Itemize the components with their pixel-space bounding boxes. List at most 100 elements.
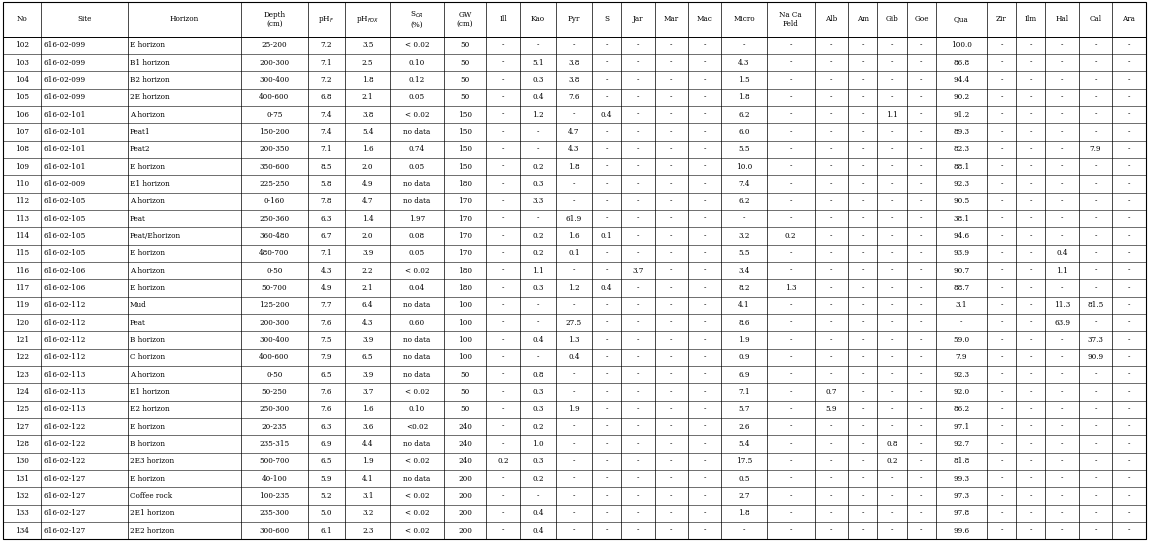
Text: -: - (502, 267, 504, 275)
Text: -: - (606, 197, 608, 205)
Text: -: - (1127, 423, 1131, 431)
Text: 97.8: 97.8 (954, 510, 970, 517)
Text: -: - (1094, 405, 1097, 413)
Text: -: - (862, 232, 864, 240)
Text: -: - (1061, 474, 1064, 483)
Text: 170: 170 (458, 249, 472, 258)
Text: 200-300: 200-300 (260, 319, 290, 327)
Text: 109: 109 (15, 163, 29, 170)
Text: 6.3: 6.3 (321, 423, 332, 431)
Text: 616-02-105: 616-02-105 (44, 249, 85, 258)
Text: -: - (862, 93, 864, 101)
Text: -: - (920, 301, 923, 309)
Text: -: - (670, 492, 672, 500)
Text: -: - (920, 146, 923, 153)
Text: -: - (606, 249, 608, 258)
Text: Mac: Mac (696, 15, 712, 23)
Text: 2.5: 2.5 (362, 58, 373, 67)
Text: 106: 106 (15, 110, 29, 118)
Text: 92.7: 92.7 (954, 440, 970, 448)
Text: 6.5: 6.5 (321, 371, 332, 379)
Text: 81.5: 81.5 (1087, 301, 1104, 309)
Text: -: - (606, 58, 608, 67)
Text: -: - (606, 319, 608, 327)
Text: Peat1: Peat1 (130, 128, 151, 136)
Text: 38.1: 38.1 (954, 215, 970, 223)
Text: Ilm: Ilm (1025, 15, 1036, 23)
Text: S: S (604, 15, 609, 23)
Text: no data: no data (403, 180, 431, 188)
Text: 5.4: 5.4 (362, 128, 373, 136)
Text: -: - (637, 492, 639, 500)
Text: 92.0: 92.0 (954, 388, 970, 396)
Text: -: - (1127, 76, 1131, 84)
Text: 4.1: 4.1 (362, 474, 373, 483)
Text: 0.2: 0.2 (532, 474, 543, 483)
Text: -: - (670, 180, 672, 188)
Text: 110: 110 (15, 180, 29, 188)
Text: -: - (1030, 492, 1032, 500)
Text: A horizon: A horizon (130, 371, 164, 379)
Text: 400-600: 400-600 (260, 93, 290, 101)
Text: -: - (1061, 146, 1064, 153)
Text: -: - (890, 232, 893, 240)
Text: -: - (1001, 93, 1003, 101)
Text: -: - (920, 353, 923, 361)
Text: -: - (1061, 163, 1064, 170)
Text: -: - (1127, 457, 1131, 465)
Text: 350-600: 350-600 (260, 163, 290, 170)
Text: -: - (637, 423, 639, 431)
Text: < 0.02: < 0.02 (404, 388, 430, 396)
Text: -: - (1094, 474, 1097, 483)
Text: 7.6: 7.6 (321, 388, 332, 396)
Text: -: - (920, 93, 923, 101)
Text: 100: 100 (458, 353, 472, 361)
Text: -: - (703, 197, 705, 205)
Text: 7.6: 7.6 (321, 405, 332, 413)
Text: -: - (703, 336, 705, 344)
Text: -: - (502, 215, 504, 223)
Text: -: - (789, 41, 792, 49)
Text: 112: 112 (15, 197, 29, 205)
Text: -: - (742, 215, 746, 223)
Text: -: - (1061, 440, 1064, 448)
Text: 1.8: 1.8 (738, 510, 750, 517)
Text: 0.05: 0.05 (409, 249, 425, 258)
Text: 616-02-009: 616-02-009 (44, 180, 85, 188)
Text: 0-160: 0-160 (264, 197, 285, 205)
Text: -: - (703, 163, 705, 170)
Text: -: - (1061, 110, 1064, 118)
Text: -: - (637, 336, 639, 344)
Text: -: - (703, 388, 705, 396)
Text: -: - (890, 301, 893, 309)
Text: -: - (920, 249, 923, 258)
Text: 0.3: 0.3 (532, 180, 543, 188)
Text: -: - (890, 41, 893, 49)
Text: -: - (1030, 41, 1032, 49)
Text: no data: no data (403, 128, 431, 136)
Text: 99.6: 99.6 (954, 527, 970, 535)
Text: -: - (670, 527, 672, 535)
Text: 616-02-127: 616-02-127 (44, 474, 85, 483)
Text: -: - (1001, 284, 1003, 292)
Text: 105: 105 (15, 93, 29, 101)
Text: -: - (890, 474, 893, 483)
Text: 150-200: 150-200 (260, 128, 290, 136)
Text: no data: no data (403, 301, 431, 309)
Text: -: - (789, 319, 792, 327)
Text: 225-250: 225-250 (260, 180, 290, 188)
Text: 7.8: 7.8 (321, 197, 332, 205)
Text: -: - (862, 319, 864, 327)
Text: -: - (1094, 249, 1097, 258)
Text: Site: Site (77, 15, 92, 23)
Text: -: - (789, 423, 792, 431)
Text: -: - (1127, 41, 1131, 49)
Text: -: - (637, 405, 639, 413)
Text: -: - (789, 146, 792, 153)
Text: -: - (572, 197, 576, 205)
Text: -: - (670, 319, 672, 327)
Text: 170: 170 (458, 232, 472, 240)
Text: 0.04: 0.04 (409, 284, 425, 292)
Text: -: - (920, 336, 923, 344)
Text: 124: 124 (15, 388, 29, 396)
